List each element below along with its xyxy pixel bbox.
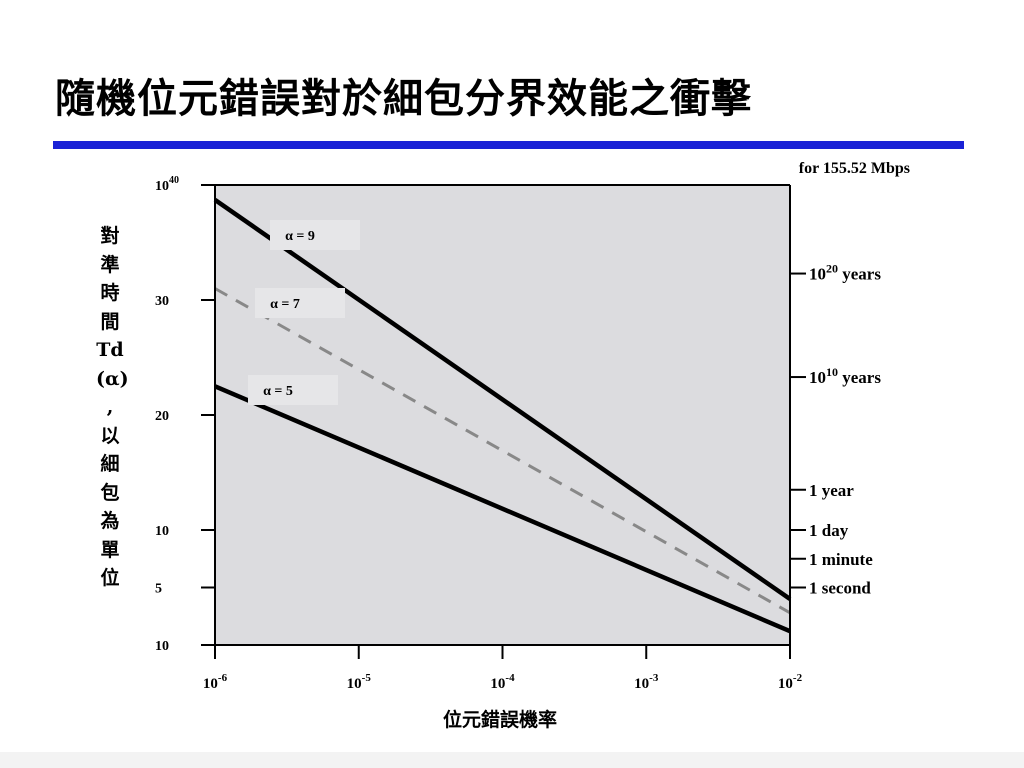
y-tick-label: 5 <box>155 582 162 597</box>
x-tick-label: 10-2 <box>778 672 803 692</box>
x-tick-label: 10-3 <box>634 672 659 692</box>
series-label-box <box>270 220 360 250</box>
y-axis-label-char: 單 <box>100 538 120 561</box>
series-label-box <box>248 375 338 405</box>
x-tick-label: 10-4 <box>490 672 515 692</box>
series-label-layer: α = 9 α = 7 α = 5 <box>248 220 360 405</box>
y-axis-label-char: 包 <box>100 481 120 504</box>
series-line <box>214 384 791 634</box>
y-tick-label: 20 <box>155 409 169 424</box>
page-title: 隨機位元錯誤對於細包分界效能之衝擊 <box>55 75 752 122</box>
y-axis-label-char: 位 <box>100 567 120 589</box>
series-label: α = 5 <box>263 384 293 399</box>
y-axis-label-char: 時 <box>100 282 120 304</box>
series-label-box <box>255 288 345 318</box>
y-axis-label-char: 以 <box>100 424 120 447</box>
series-line <box>213 198 792 601</box>
series-label: α = 9 <box>285 229 315 244</box>
y-axis-label-char: , <box>106 396 114 418</box>
y-axis-label-char: 為 <box>100 510 120 532</box>
right-tick-label: 1010 years <box>809 365 881 387</box>
y-tick-label: 1040 <box>155 175 179 194</box>
y-axis-label-char: Td <box>96 339 124 361</box>
y-tick-label: 10 <box>155 524 169 539</box>
x-tick-label: 10-6 <box>203 672 228 692</box>
y-axis-label-char: 細 <box>100 453 120 475</box>
axis-layer: 1040 30 20 10 5 10 10-6 10-5 10-4 10-3 10-2 1020 ye… <box>155 175 881 692</box>
plot-area <box>215 185 790 645</box>
right-tick-label: 1 year <box>809 481 854 500</box>
y-tick-label: 10 <box>155 639 169 654</box>
right-tick-label: 1 minute <box>809 550 873 569</box>
x-tick-label: 10-5 <box>347 672 372 692</box>
y-axis-label: 對 準 時 間 Td (α) , 以 細 包 為 單 位 <box>96 222 129 593</box>
y-axis-label-char: 間 <box>100 310 120 333</box>
y-axis-label-char: 對 <box>100 225 120 247</box>
right-tick-label: 1 second <box>809 579 871 598</box>
footer-strip <box>0 752 1024 768</box>
chart-subtitle: for 155.52 Mbps <box>799 160 910 177</box>
y-axis-label-char: (α) <box>96 367 129 390</box>
title-underline <box>53 141 964 149</box>
right-tick-label: 1020 years <box>809 262 881 284</box>
right-tick-label: 1 day <box>809 521 849 540</box>
y-tick-label: 30 <box>155 294 169 309</box>
series-layer <box>213 198 792 634</box>
y-axis-label-char: 準 <box>100 253 120 276</box>
x-axis-label: 位元錯誤機率 <box>443 708 557 731</box>
series-label: α = 7 <box>270 297 300 312</box>
